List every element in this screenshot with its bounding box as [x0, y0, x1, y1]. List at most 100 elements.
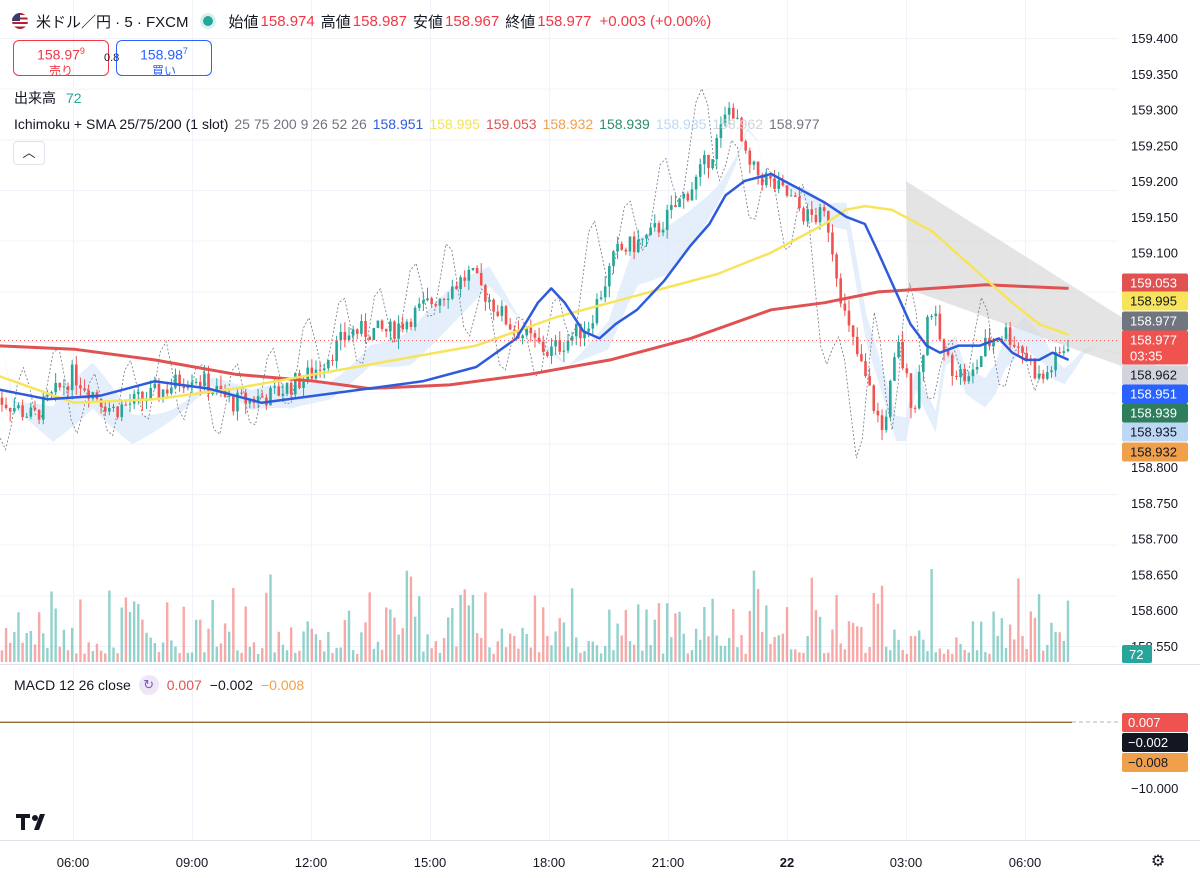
change-value: +0.003 (+0.00%)	[599, 12, 712, 30]
candle-body	[434, 304, 438, 306]
volume-bar	[566, 646, 570, 662]
candle-body	[674, 205, 677, 208]
candle-body	[260, 396, 264, 398]
candle-body	[525, 327, 528, 336]
volume-bar	[504, 647, 508, 662]
indicator-legend[interactable]: Ichimoku + SMA 25/75/200 (1 slot) 25 75 2…	[14, 116, 832, 132]
price-tag	[1122, 273, 1188, 293]
candle-body	[843, 303, 847, 311]
candle-body	[161, 389, 165, 399]
volume-bar	[765, 605, 768, 662]
candle-body	[946, 350, 950, 355]
volume-bar	[248, 646, 252, 662]
candle-body	[731, 107, 735, 119]
volume-bar	[99, 650, 103, 662]
x-axis-tick: 22	[780, 855, 794, 870]
volume-bar	[591, 641, 594, 662]
tradingview-logo-icon[interactable]	[14, 810, 54, 832]
candle-body	[149, 388, 152, 401]
candle-body	[451, 286, 454, 299]
volume-bar	[1058, 632, 1061, 662]
volume-bar	[62, 629, 66, 662]
volume-bar	[570, 588, 574, 662]
volume-bar	[29, 630, 33, 662]
volume-bar	[723, 645, 727, 662]
macd-settings-icon[interactable]: ↻	[138, 675, 159, 695]
volume-bar	[748, 610, 752, 662]
volume-bar	[781, 633, 785, 662]
volume-bar	[475, 633, 479, 662]
volume-bar	[426, 634, 429, 662]
volume-bar	[988, 653, 991, 662]
volume-bar	[963, 649, 966, 662]
volume-bar	[442, 638, 446, 662]
candle-body	[277, 386, 281, 396]
volume-bar	[653, 619, 656, 662]
symbol-title[interactable]: 米ドル／円 · 5 · FXCM	[36, 13, 189, 31]
volume-bar	[467, 605, 471, 662]
market-open-dot-icon	[202, 16, 213, 26]
candle-body	[380, 320, 384, 329]
candle-body	[971, 369, 975, 377]
volume-bar	[240, 652, 243, 662]
candle-body	[641, 238, 644, 240]
volume-bar	[517, 648, 520, 662]
volume-bar	[922, 639, 925, 662]
candle-body	[748, 150, 752, 165]
volume-bar	[174, 646, 177, 662]
volume-bar	[1062, 640, 1066, 662]
volume-legend[interactable]: 出来高 72	[14, 88, 82, 108]
candle-body	[347, 335, 351, 340]
candle-body	[273, 386, 276, 388]
volume-bar	[496, 641, 499, 662]
candle-body	[1012, 344, 1016, 347]
x-axis-tick: 09:00	[176, 855, 209, 870]
sell-button[interactable]: 158.979 売り	[13, 40, 109, 78]
candle-body	[579, 323, 582, 339]
sell-price-pip: 9	[79, 46, 85, 56]
volume-bar	[533, 595, 537, 662]
volume-bar	[661, 653, 665, 662]
volume-bar	[889, 650, 892, 662]
candle-body	[21, 405, 24, 418]
candle-body	[657, 223, 661, 233]
candle-body	[967, 376, 971, 382]
macd-legend[interactable]: MACD 12 26 close ↻ 0.007 −0.002 −0.008	[14, 675, 312, 695]
candle-body	[591, 323, 595, 329]
candle-body	[426, 298, 429, 301]
candle-body	[707, 155, 710, 169]
candle-body	[422, 300, 425, 304]
volume-bar	[186, 652, 190, 662]
candle-body	[529, 327, 533, 334]
candle-body	[608, 266, 611, 287]
volume-bar	[269, 574, 272, 662]
volume-bar	[484, 592, 487, 662]
volume-bar	[261, 648, 264, 662]
buy-button[interactable]: 158.987 買い	[116, 40, 212, 78]
candle-body	[822, 207, 826, 212]
volume-bar	[562, 622, 566, 662]
candle-body	[484, 285, 487, 302]
candle-body	[963, 368, 966, 382]
candle-body	[1004, 327, 1008, 339]
volume-bar	[686, 653, 690, 662]
candle-body	[170, 387, 173, 394]
volume-bar	[277, 631, 280, 662]
volume-bar	[70, 627, 74, 662]
volume-bar	[674, 613, 677, 662]
volume-bar	[1013, 639, 1016, 662]
volume-bar	[153, 643, 157, 662]
indicator-value: 158.951	[372, 116, 424, 132]
volume-bar	[430, 648, 433, 662]
volume-bar	[703, 607, 706, 662]
volume-bar	[236, 650, 239, 662]
volume-bar	[488, 647, 491, 662]
candle-body	[628, 236, 632, 252]
volume-bar	[918, 630, 921, 662]
collapse-chevron-icon[interactable]: ︿	[13, 141, 45, 165]
volume-bar	[806, 636, 809, 662]
candle-body	[405, 321, 409, 330]
settings-gear-icon[interactable]: ⚙	[1150, 853, 1166, 870]
candle-body	[562, 350, 566, 352]
